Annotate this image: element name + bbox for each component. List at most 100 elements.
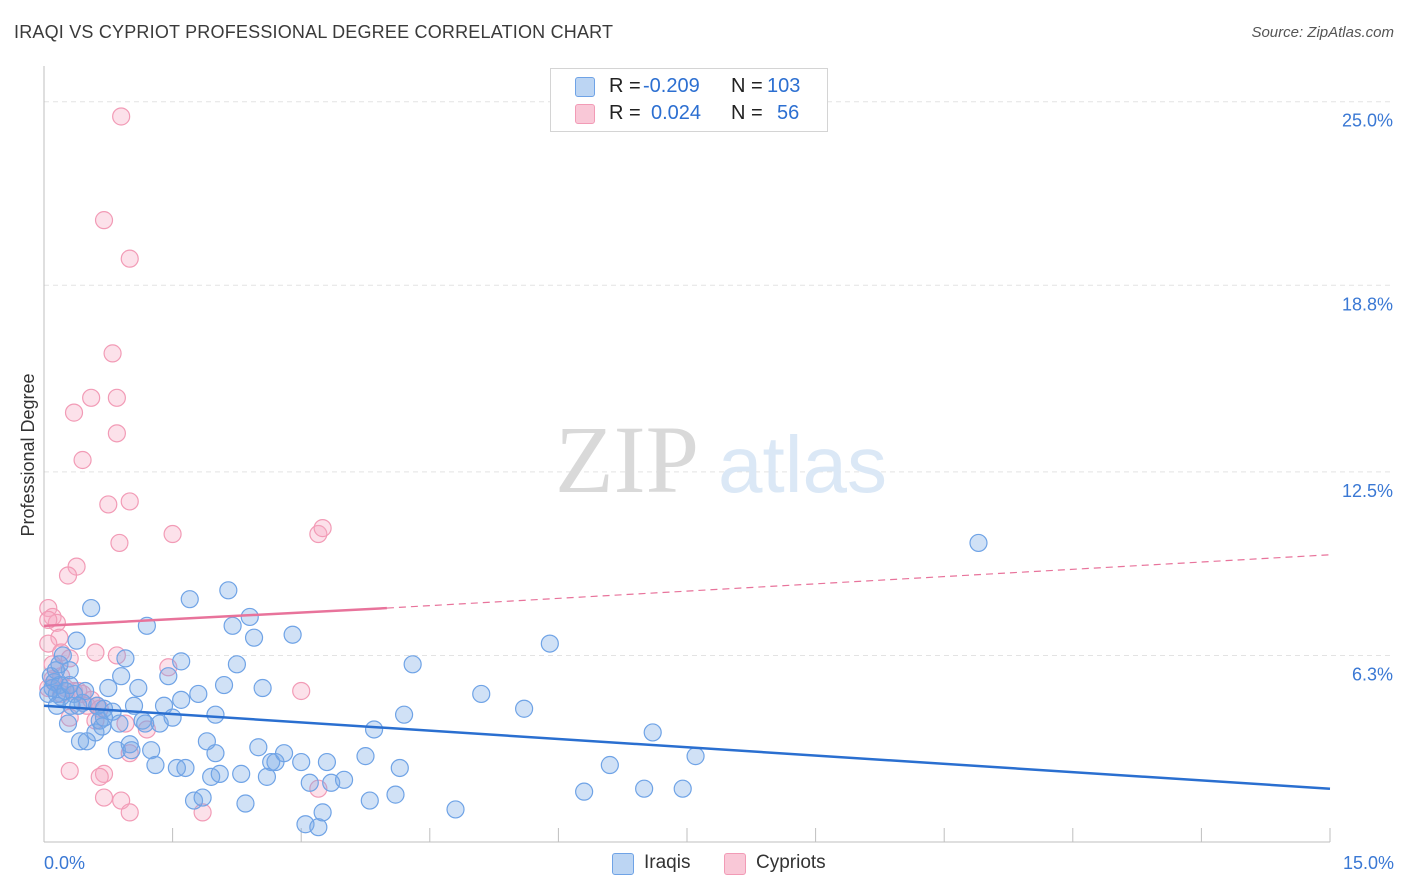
- iraqi-point: [236, 794, 255, 813]
- legend-n-label: N =: [731, 102, 763, 124]
- cypriot-point: [99, 495, 118, 514]
- y-axis-label: Professional Degree: [18, 373, 38, 536]
- iraqi-point: [136, 714, 155, 733]
- cypriot-point: [82, 388, 101, 407]
- cypriots-trend-line-projected: [386, 554, 1331, 609]
- trend-layer: [43, 554, 1331, 790]
- iraqi-point: [240, 607, 259, 627]
- cypriot-point: [64, 403, 84, 422]
- iraqi-point: [219, 581, 238, 600]
- cypriot-point: [50, 628, 69, 647]
- iraqi-point: [58, 714, 78, 733]
- iraqi-point: [686, 747, 705, 766]
- label-layer: 6.3% 12.5% 18.8% 25.0%: [1342, 111, 1393, 685]
- cypriot-point: [313, 519, 332, 538]
- watermark-zip: ZIP: [555, 406, 699, 513]
- y-tick-label: 12.5%: [1342, 481, 1393, 501]
- iraqi-point: [88, 696, 107, 715]
- iraqi-point: [159, 667, 178, 686]
- y-tick-label: 6.3%: [1352, 664, 1393, 684]
- x-tick-label-max: 15.0%: [1343, 853, 1394, 873]
- iraqi-point: [257, 767, 277, 786]
- iraqi-point: [180, 590, 199, 609]
- iraqi-point: [76, 681, 95, 701]
- iraqi-point: [317, 752, 337, 772]
- legend-r-value: -0.209: [643, 75, 700, 97]
- x-tick-label-min: 0.0%: [44, 853, 85, 873]
- legend-r-value: 0.024: [651, 102, 702, 124]
- iraqi-point: [446, 800, 465, 819]
- iraqi-point: [176, 758, 195, 778]
- iraqi-point: [214, 675, 234, 695]
- iraqi-point: [244, 628, 264, 647]
- legend-r-label: R =: [609, 75, 641, 97]
- axis-layer: [43, 66, 1331, 843]
- iraqi-point: [70, 732, 90, 751]
- cypriot-point: [120, 249, 139, 268]
- iraqi-point: [110, 714, 129, 733]
- cypriot-point: [94, 211, 114, 230]
- cypriot-point: [112, 107, 131, 126]
- cypriot-point: [103, 344, 122, 363]
- iraqi-point: [50, 655, 69, 674]
- iraqi-point: [313, 803, 332, 822]
- cypriots-trend-line: [43, 606, 387, 628]
- iraqi-point: [77, 732, 96, 751]
- iraqi-point: [673, 779, 692, 798]
- iraqi-point: [394, 705, 414, 724]
- iraqi-point: [46, 661, 66, 680]
- y-tick-label: 18.8%: [1342, 294, 1393, 314]
- cypriot-point: [107, 388, 126, 407]
- stats-legend: R = -0.209 N = 103 R = 0.024 N = 56: [550, 68, 828, 132]
- iraqi-point: [283, 625, 302, 644]
- iraqi-point: [249, 738, 268, 757]
- iraqi-point: [390, 758, 409, 778]
- iraqi-point: [274, 744, 294, 763]
- iraqi-point: [232, 764, 251, 783]
- iraqi-point: [193, 788, 212, 807]
- legend-n-value: 103: [767, 75, 801, 97]
- iraqi-point: [253, 678, 272, 698]
- iraqi-point: [403, 655, 422, 674]
- iraqi-point: [540, 634, 559, 653]
- legend-swatch-cypriots: [575, 104, 595, 124]
- cypriot-point: [86, 643, 105, 662]
- legend-label-iraqis: Iraqis: [644, 852, 691, 873]
- iraqi-point: [146, 755, 165, 775]
- iraqi-point: [309, 818, 328, 837]
- iraqi-point: [969, 533, 988, 553]
- iraqi-point: [206, 705, 225, 724]
- iraqi-point: [227, 655, 246, 674]
- iraqi-point: [124, 696, 144, 715]
- iraqi-point: [472, 684, 491, 704]
- cypriot-point: [58, 566, 78, 585]
- y-tick-label: 25.0%: [1342, 111, 1393, 131]
- cypriot-point: [60, 761, 79, 781]
- iraqi-point: [360, 791, 379, 810]
- iraqi-point: [172, 652, 191, 671]
- iraqi-point: [67, 631, 86, 650]
- cypriot-point: [120, 803, 139, 822]
- iraqi-point: [262, 752, 281, 772]
- iraqi-point: [206, 744, 225, 763]
- cypriot-point: [163, 524, 182, 544]
- legend-swatch-iraqis: [575, 77, 595, 97]
- iraqi-point: [69, 696, 88, 715]
- iraqis-trend-line: [43, 704, 1331, 790]
- iraqi-point: [300, 773, 319, 792]
- iraqi-point: [142, 741, 161, 760]
- cypriot-point: [94, 788, 114, 807]
- legend-r-label: R =: [609, 102, 641, 124]
- cypriot-point: [39, 634, 58, 653]
- legend-label-cypriots: Cypriots: [756, 852, 826, 873]
- source-label: Source: ZipAtlas.com: [1251, 24, 1394, 41]
- iraqi-point: [112, 667, 131, 686]
- iraqi-point: [163, 708, 182, 727]
- iraqi-point: [122, 741, 141, 760]
- cypriot-point: [107, 424, 126, 443]
- iraqi-point: [210, 764, 229, 783]
- watermark-atlas: atlas: [718, 420, 887, 509]
- iraqi-point: [189, 684, 208, 704]
- iraqi-point: [356, 747, 375, 766]
